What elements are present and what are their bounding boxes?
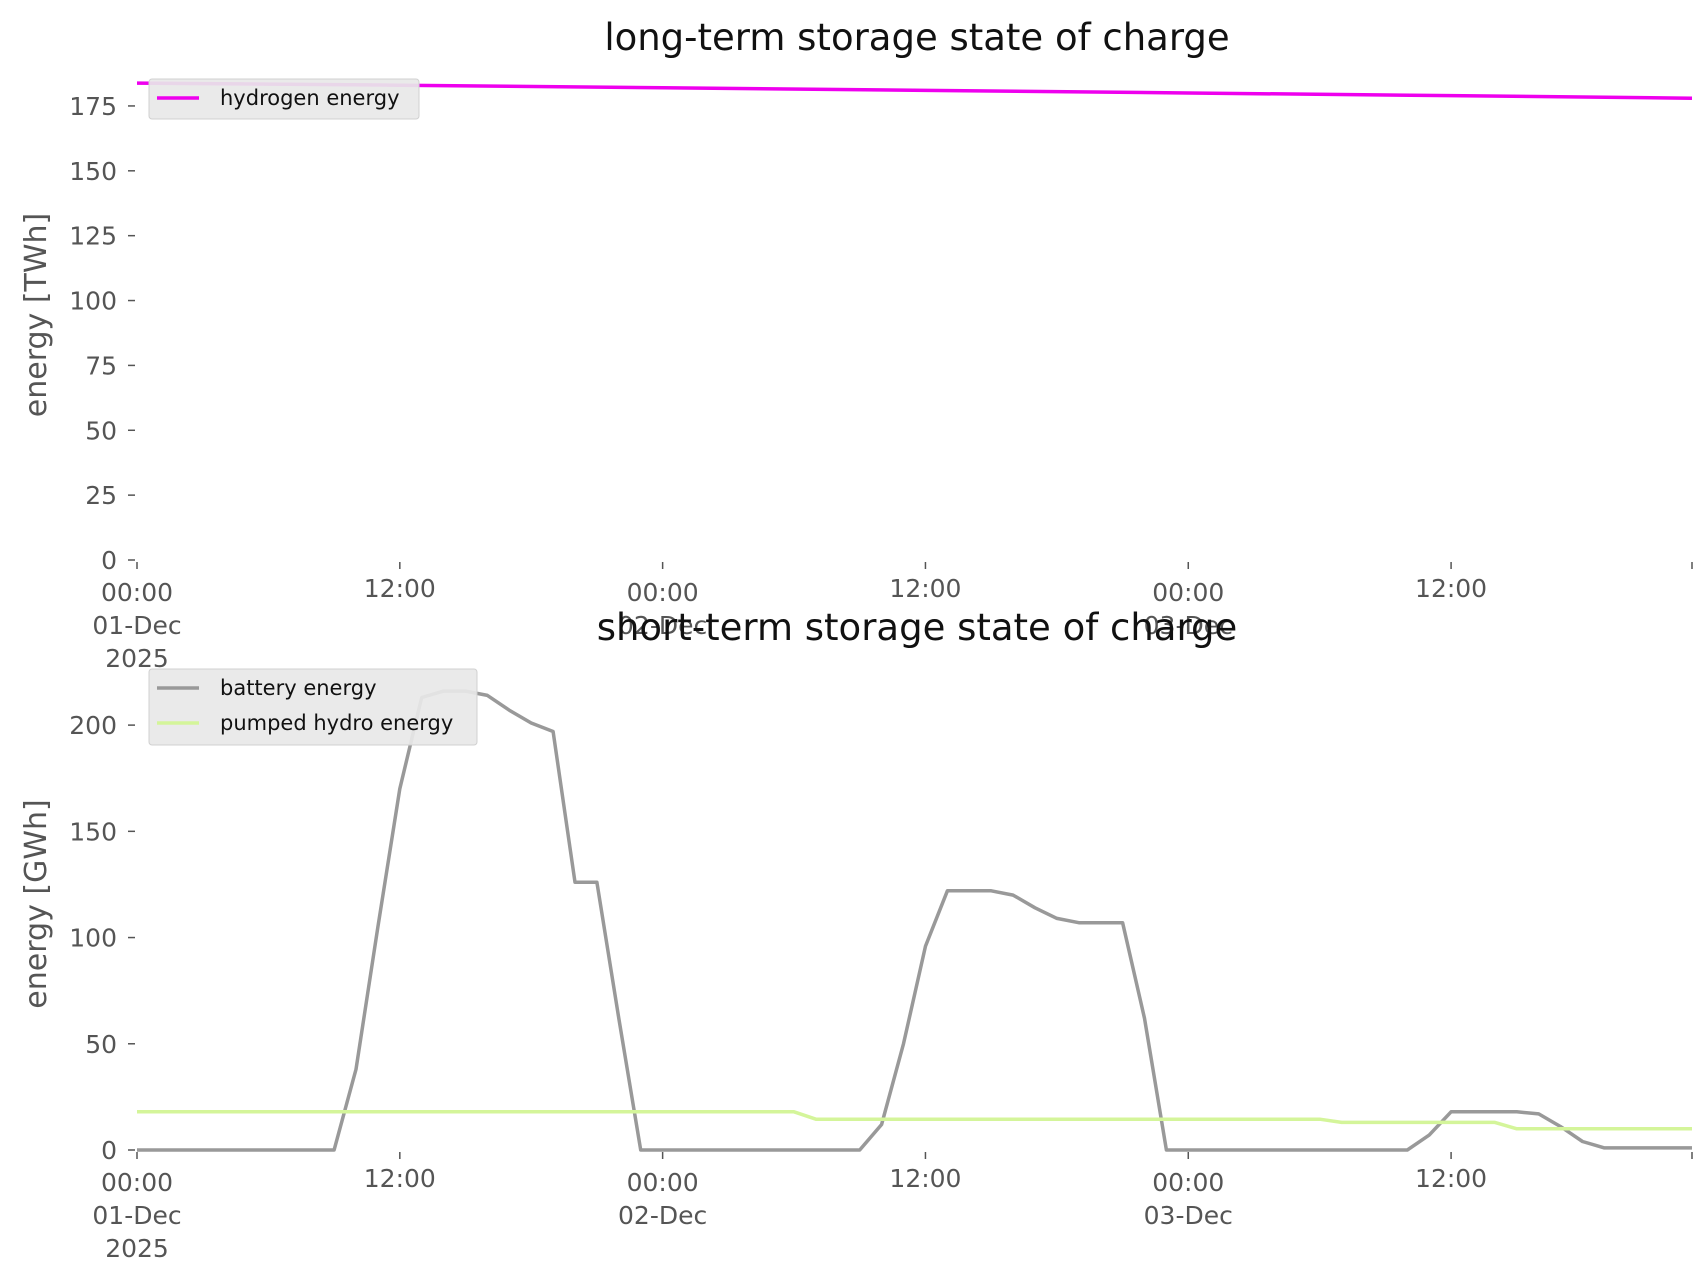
x-tick-label: 00:00	[627, 578, 699, 607]
x-tick-label: 12:00	[889, 1164, 961, 1193]
y-tick-label: 0	[101, 546, 117, 575]
x-tick-date-label: 01-Dec	[92, 1201, 181, 1230]
x-tick-date-label: 03-Dec	[1144, 1201, 1233, 1230]
x-tick-label: 00:00	[101, 578, 173, 607]
chart-title-long-term: long-term storage state of charge	[604, 16, 1229, 59]
short-term-storage-chart: short-term storage state of charge energ…	[19, 606, 1693, 1263]
y-tick-label: 50	[85, 1030, 117, 1059]
y-axis-label-long-term: energy [TWh]	[19, 213, 54, 417]
x-tick-year-label: 2025	[105, 644, 169, 673]
y-ticks-long-term: 0 25 50 75 100 125 150 175	[69, 92, 135, 575]
x-tick-label: 00:00	[627, 1168, 699, 1197]
y-ticks-short-term: 0 50 100 150 200	[69, 711, 135, 1165]
x-tick-year-label: 2025	[105, 1234, 169, 1263]
legend-label: pumped hydro energy	[220, 711, 453, 735]
legend-short-term: battery energy pumped hydro energy	[148, 668, 478, 746]
y-tick-label: 150	[69, 157, 117, 186]
x-tick-date-label: 02-Dec	[618, 1201, 707, 1230]
x-tick-label: 12:00	[1415, 574, 1487, 603]
x-tick-date-label: 01-Dec	[92, 611, 181, 640]
chart-title-short-term: short-term storage state of charge	[597, 606, 1238, 649]
x-tick-label: 12:00	[364, 574, 436, 603]
y-tick-label: 75	[85, 351, 117, 380]
legend-box	[148, 668, 478, 746]
x-tick-label: 00:00	[1152, 1168, 1224, 1197]
legend-box	[148, 78, 420, 120]
x-tick-label: 12:00	[889, 574, 961, 603]
x-tick-label: 00:00	[101, 1168, 173, 1197]
y-tick-label: 100	[69, 924, 117, 953]
x-tick-date-label: 02-Dec	[618, 611, 707, 640]
legend-label: hydrogen energy	[220, 86, 400, 110]
y-tick-label: 25	[85, 481, 117, 510]
legend-label: battery energy	[220, 676, 377, 700]
x-tick-label: 12:00	[1415, 1164, 1487, 1193]
x-tick-date-label: 03-Dec	[1144, 611, 1233, 640]
y-tick-label: 175	[69, 92, 117, 121]
series-lines-short-term	[137, 689, 1692, 1152]
series-line-battery-energy	[137, 689, 1692, 1152]
y-tick-label: 125	[69, 222, 117, 251]
y-tick-label: 50	[85, 416, 117, 445]
series-line-pumped-hydro-energy	[137, 1110, 1692, 1131]
y-tick-label: 150	[69, 817, 117, 846]
x-ticks-long-term: 00:00 01-Dec 2025 12:00 00:00 02-Dec 12:00 00:0…	[92, 562, 1693, 673]
y-tick-label: 0	[101, 1136, 117, 1165]
y-axis-label-short-term: energy [GWh]	[19, 799, 54, 1008]
long-term-storage-chart: long-term storage state of charge energy…	[19, 16, 1693, 673]
y-tick-label: 200	[69, 711, 117, 740]
x-tick-label: 00:00	[1152, 578, 1224, 607]
x-tick-label: 12:00	[364, 1164, 436, 1193]
y-tick-label: 100	[69, 287, 117, 316]
x-ticks-short-term: 00:00 01-Dec 2025 12:00 00:00 02-Dec 12:00 00:0…	[92, 1152, 1693, 1263]
legend-long-term: hydrogen energy	[148, 78, 420, 120]
